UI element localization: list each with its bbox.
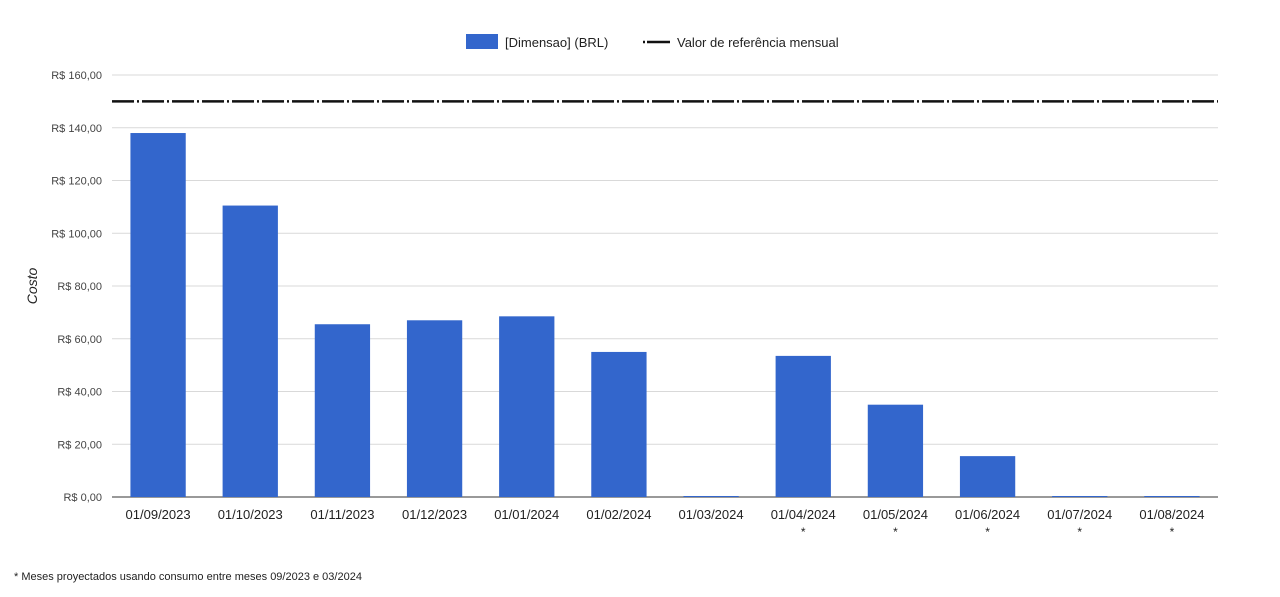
x-tick-label: 01/06/2024: [955, 507, 1020, 522]
legend-series-swatch: [466, 34, 498, 49]
x-tick-label: 01/04/2024: [771, 507, 836, 522]
x-tick-label: 01/12/2023: [402, 507, 467, 522]
gridlines: [112, 74, 1218, 498]
bar: [867, 404, 924, 497]
projection-marker: *: [1077, 525, 1082, 539]
y-tick-label: R$ 140,00: [51, 123, 102, 135]
y-tick-label: R$ 0,00: [63, 492, 102, 504]
x-tick-label: 01/11/2023: [310, 507, 374, 522]
x-tick-label: 01/02/2024: [586, 507, 651, 522]
x-tick-label: 01/03/2024: [679, 507, 744, 522]
y-tick-label: R$ 20,00: [57, 439, 102, 451]
x-tick-label: 01/09/2023: [126, 507, 191, 522]
projection-marker: *: [985, 525, 990, 539]
y-tick-label: R$ 100,00: [51, 228, 102, 240]
y-tick-label: R$ 40,00: [57, 387, 102, 399]
bar: [591, 351, 647, 497]
bar: [406, 320, 463, 497]
legend-reference-label: Valor de referência mensual: [677, 35, 839, 50]
bar: [775, 355, 831, 497]
x-tick-label: 01/01/2024: [494, 507, 559, 522]
x-tick-label: 01/07/2024: [1047, 507, 1112, 522]
bar: [499, 316, 555, 497]
legend-series-label: [Dimensao] (BRL): [505, 35, 608, 50]
x-tick-label: 01/10/2023: [218, 507, 283, 522]
bar: [683, 496, 739, 497]
x-axis-ticks: 01/09/2023 01/10/2023 01/11/2023 01/12/2023…: [126, 507, 1205, 539]
y-tick-label: R$ 120,00: [51, 176, 102, 188]
bar: [1052, 496, 1108, 497]
x-tick-label: 01/08/2024: [1139, 507, 1204, 522]
bar: [130, 133, 186, 497]
bars: [130, 133, 1200, 497]
y-tick-label: R$ 60,00: [57, 334, 102, 346]
projection-marker: *: [893, 525, 898, 539]
y-axis-ticks: R$ 0,00 R$ 20,00 R$ 40,00 R$ 60,00 R$ 80,00 R…: [51, 70, 102, 504]
bar: [959, 456, 1016, 497]
y-tick-label: R$ 160,00: [51, 70, 102, 82]
x-tick-label: 01/05/2024: [863, 507, 928, 522]
y-axis-label: Costo: [24, 268, 40, 305]
projection-marker: *: [801, 525, 806, 539]
legend: [Dimensao] (BRL) Valor de referência men…: [466, 34, 839, 50]
y-tick-label: R$ 80,00: [57, 281, 102, 293]
bar: [222, 205, 278, 497]
projection-marker: *: [1170, 525, 1175, 539]
bar: [314, 324, 371, 497]
bar: [1144, 496, 1200, 497]
footnote: * Meses proyectados usando consumo entre…: [14, 571, 362, 583]
